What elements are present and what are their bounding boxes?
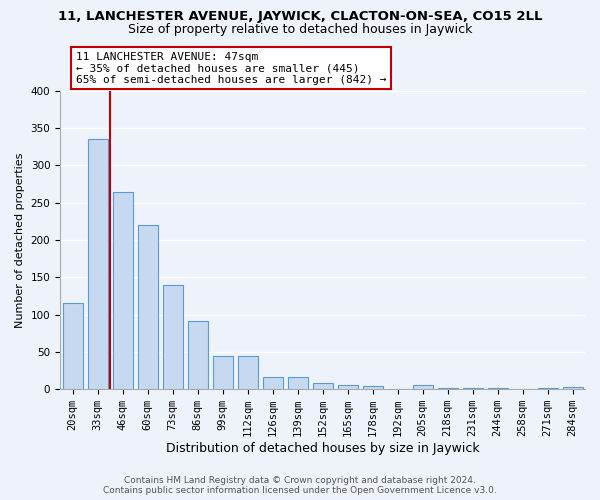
Bar: [212, 356, 233, 389]
Bar: [62, 304, 83, 389]
Text: 11, LANCHESTER AVENUE, JAYWICK, CLACTON-ON-SEA, CO15 2LL: 11, LANCHESTER AVENUE, JAYWICK, CLACTON-…: [58, 10, 542, 23]
Bar: [488, 388, 508, 389]
Bar: [287, 376, 308, 389]
Bar: [338, 386, 358, 389]
Text: Size of property relative to detached houses in Jaywick: Size of property relative to detached ho…: [128, 22, 472, 36]
Bar: [463, 388, 482, 389]
Bar: [113, 192, 133, 389]
Bar: [313, 382, 332, 389]
Bar: [362, 386, 383, 389]
Text: Contains HM Land Registry data © Crown copyright and database right 2024.
Contai: Contains HM Land Registry data © Crown c…: [103, 476, 497, 495]
X-axis label: Distribution of detached houses by size in Jaywick: Distribution of detached houses by size …: [166, 442, 479, 455]
Bar: [238, 356, 257, 389]
Bar: [563, 387, 583, 389]
Bar: [263, 376, 283, 389]
Bar: [88, 140, 107, 389]
Y-axis label: Number of detached properties: Number of detached properties: [15, 152, 25, 328]
Bar: [538, 388, 557, 389]
Bar: [188, 320, 208, 389]
Bar: [137, 225, 158, 389]
Bar: [163, 285, 182, 389]
Bar: [437, 388, 458, 389]
Bar: [413, 384, 433, 389]
Text: 11 LANCHESTER AVENUE: 47sqm
← 35% of detached houses are smaller (445)
65% of se: 11 LANCHESTER AVENUE: 47sqm ← 35% of det…: [76, 52, 386, 85]
